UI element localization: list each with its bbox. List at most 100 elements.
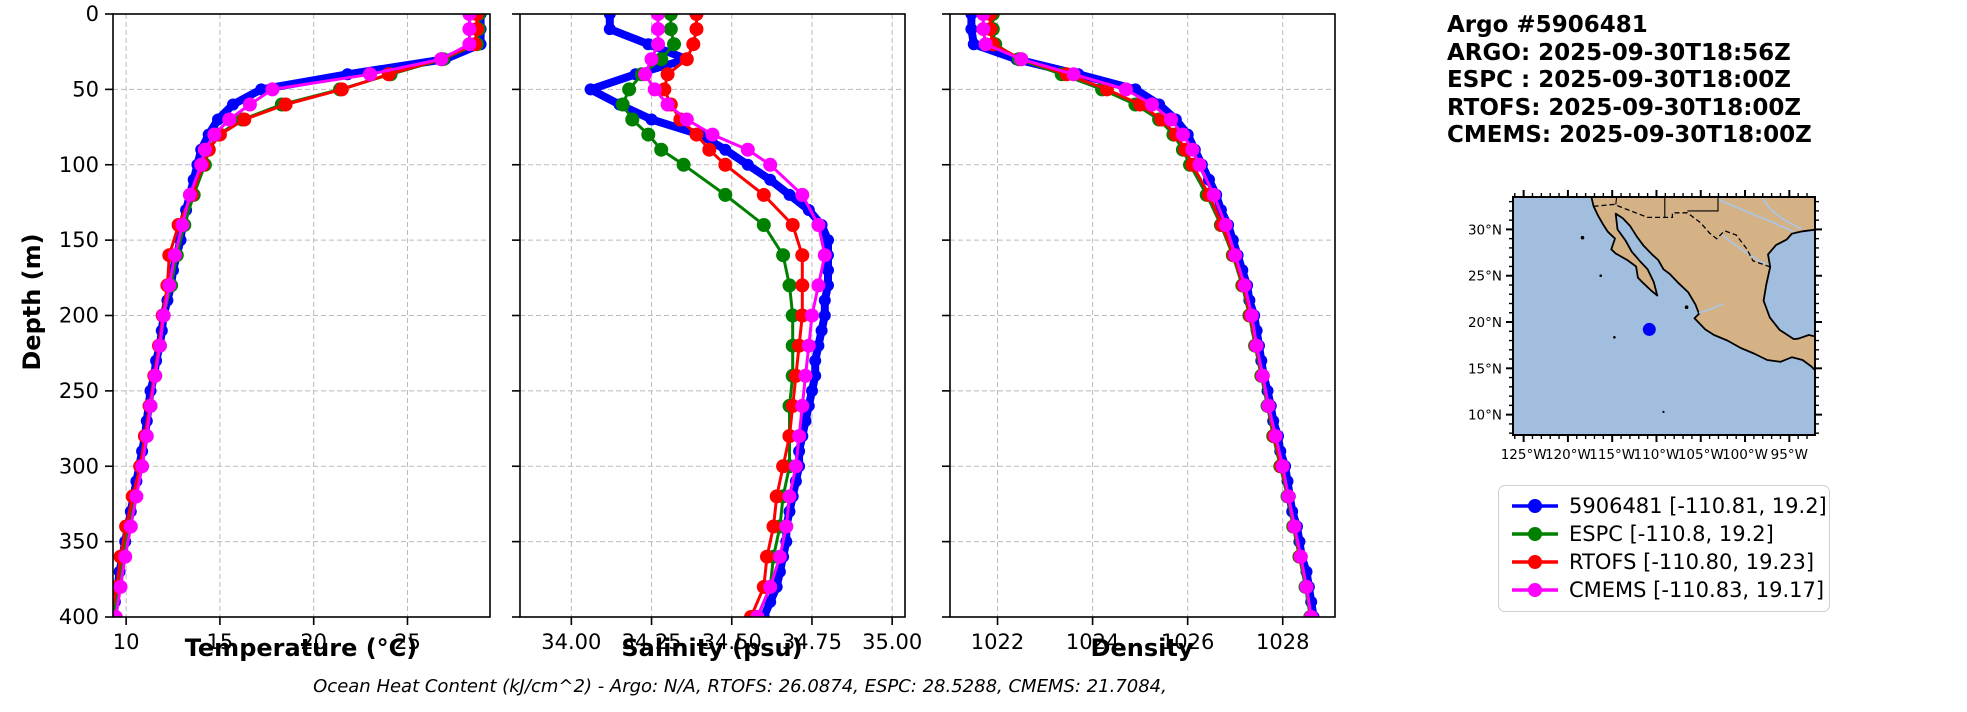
- map-river: [1721, 234, 1769, 266]
- data-point: [792, 338, 807, 353]
- data-point: [718, 157, 733, 172]
- data-point: [1206, 187, 1221, 202]
- data-point: [207, 127, 222, 142]
- map-lon-label: 110°W: [1634, 447, 1680, 463]
- data-point: [822, 234, 834, 247]
- y-tick-label: 300: [59, 454, 99, 478]
- map-lat-label: 10°N: [1468, 408, 1502, 424]
- data-point: [764, 595, 777, 608]
- data-point: [135, 459, 150, 474]
- map-lat-label: 15°N: [1468, 361, 1502, 377]
- map-island: [1580, 235, 1585, 240]
- depth-axis-label: Depth (m): [18, 233, 46, 371]
- data-point: [584, 83, 597, 96]
- page-title: Argo #5906481: [1447, 12, 1648, 38]
- data-point: [801, 338, 816, 353]
- data-point: [167, 248, 182, 263]
- data-point: [776, 459, 791, 474]
- ohc-annotation: Ocean Heat Content (kJ/cm^2) - Argo: N/A…: [313, 676, 1167, 697]
- data-point: [625, 112, 640, 127]
- data-point: [815, 324, 828, 337]
- data-point: [756, 218, 771, 232]
- data-point: [462, 14, 477, 21]
- data-point: [756, 187, 771, 202]
- data-point: [334, 82, 349, 97]
- data-point: [265, 82, 280, 97]
- data-point: [809, 354, 822, 367]
- argo-float-marker[interactable]: [1642, 322, 1656, 336]
- data-point: [227, 98, 239, 111]
- map-state-border: [1687, 197, 1719, 212]
- data-point: [702, 142, 717, 157]
- data-point: [615, 97, 630, 112]
- data-point: [750, 610, 765, 617]
- x-tick-label: 15: [207, 630, 234, 654]
- data-point: [194, 157, 209, 172]
- data-point: [197, 142, 212, 157]
- data-point: [175, 218, 190, 232]
- data-point: [182, 187, 197, 202]
- data-point: [1244, 308, 1259, 323]
- data-point: [976, 22, 991, 37]
- data-point: [1218, 218, 1233, 232]
- x-tick-label: 1024: [1066, 630, 1119, 654]
- data-point: [978, 37, 993, 52]
- data-point: [740, 142, 755, 157]
- data-point: [811, 218, 826, 232]
- data-point: [779, 519, 794, 534]
- x-tick-label: 1022: [971, 630, 1024, 654]
- data-point: [718, 187, 733, 202]
- data-point: [660, 97, 675, 112]
- map-lon-label: 95°W: [1771, 447, 1808, 463]
- data-point: [603, 14, 616, 20]
- data-point: [818, 309, 831, 322]
- argo-timestamp: ARGO: 2025-09-30T18:56Z: [1447, 39, 1791, 66]
- data-point: [783, 188, 796, 201]
- data-point: [278, 97, 293, 112]
- data-point: [1293, 549, 1308, 564]
- data-point: [763, 157, 778, 172]
- data-point: [769, 489, 784, 504]
- data-point: [222, 112, 237, 127]
- data-point: [795, 278, 810, 293]
- y-tick-label: 0: [86, 2, 99, 26]
- data-point: [642, 38, 655, 51]
- data-point: [129, 489, 144, 504]
- x-tick-label: 10: [113, 630, 140, 654]
- data-point: [1261, 398, 1276, 413]
- data-point: [676, 157, 691, 172]
- rtofs-timestamp: RTOFS: 2025-09-30T18:00Z: [1447, 94, 1802, 121]
- x-tick-label: 34.25: [621, 630, 681, 654]
- map-lat-label: 25°N: [1468, 269, 1502, 285]
- espc-timestamp: ESPC : 2025-09-30T18:00Z: [1447, 67, 1791, 93]
- cmems-timestamp: CMEMS: 2025-09-30T18:00Z: [1447, 122, 1812, 148]
- data-point: [822, 264, 834, 277]
- data-point: [689, 22, 704, 37]
- data-point: [795, 308, 810, 323]
- data-point: [651, 22, 665, 37]
- data-point: [965, 23, 978, 36]
- data-point: [705, 127, 720, 142]
- map-us-mexico-border: [1593, 203, 1771, 268]
- map-lon-label: 100°W: [1722, 447, 1768, 463]
- data-point: [785, 308, 800, 323]
- data-point: [822, 279, 834, 292]
- salinity-axis-label: Salinity (psu): [621, 634, 803, 662]
- data-point: [651, 14, 665, 21]
- legend-item-espc: ESPC [-110.8, 19.2]: [1509, 520, 1819, 548]
- data-point: [603, 23, 616, 36]
- data-point: [1145, 97, 1159, 112]
- data-point: [686, 37, 701, 52]
- legend-label: ESPC [-110.8, 19.2]: [1569, 522, 1774, 546]
- x-tick-label: 1026: [1161, 630, 1214, 654]
- data-point: [1014, 52, 1029, 67]
- y-tick-label: 200: [59, 304, 99, 328]
- data-point: [776, 248, 791, 263]
- data-point: [805, 308, 819, 323]
- data-point: [782, 429, 797, 444]
- data-point: [1275, 459, 1290, 474]
- data-point: [667, 37, 681, 52]
